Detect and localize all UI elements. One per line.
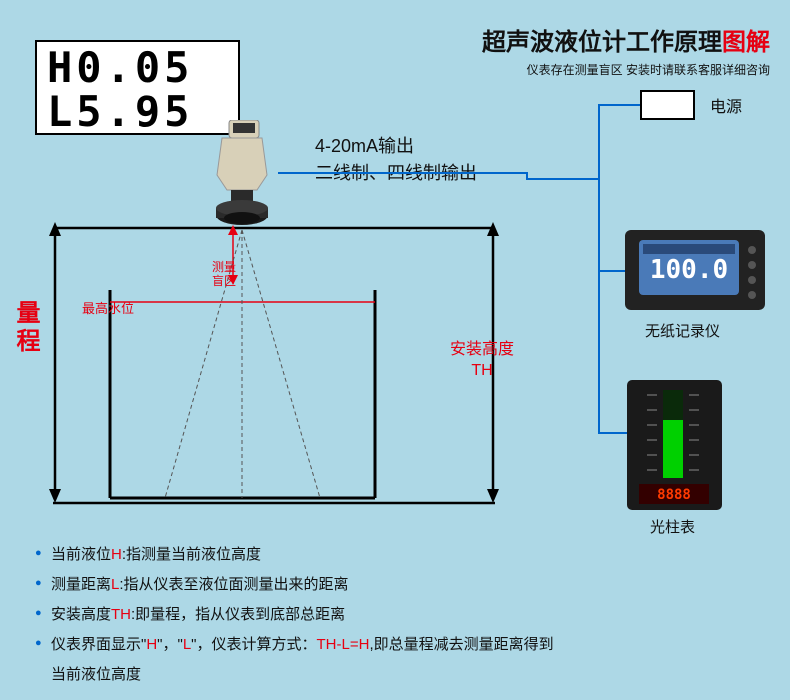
title-prefix: 超声波液位计工作原理	[482, 29, 722, 56]
output-line-1: 4-20mA输出	[315, 133, 477, 160]
wire	[598, 104, 640, 106]
lcd-line-l: L5.95	[47, 90, 228, 134]
wire	[598, 104, 600, 434]
bullet-list: 当前液位H:指测量当前液位高度 测量距离L:指从仪表至液位面测量出来的距离 安装…	[35, 540, 554, 690]
recorder-label: 无纸记录仪	[645, 320, 720, 341]
power-box	[640, 90, 695, 120]
bullet-2: 测量距离L:指从仪表至液位面测量出来的距离	[35, 570, 554, 600]
install-height-label: 安装高度 TH	[450, 340, 514, 382]
wire	[598, 270, 626, 272]
paperless-recorder: 100.0	[625, 230, 765, 320]
power-label: 电源	[710, 93, 742, 117]
range-label: 量程	[8, 300, 43, 356]
max-water-label: 最高水位	[82, 298, 134, 317]
title-subtitle: 仪表存在测量盲区 安装时请联系客服详细咨询	[482, 61, 770, 78]
bullet-4: 仪表界面显示"H"，"L"，仪表计算方式：TH-L=H,即总量程减去测量距离得到…	[35, 630, 554, 690]
title-main: 超声波液位计工作原理图解	[482, 22, 770, 57]
tank-diagram	[35, 220, 485, 500]
wire	[526, 178, 600, 180]
wire	[598, 432, 628, 434]
svg-text:100.0: 100.0	[650, 255, 728, 285]
bar-meter: 8888	[627, 380, 722, 515]
title-block: 超声波液位计工作原理图解 仪表存在测量盲区 安装时请联系客服详细咨询	[482, 22, 770, 78]
lcd-line-h: H0.05	[47, 46, 228, 90]
blind-zone-label: 测量 盲区	[212, 260, 236, 289]
bullet-3: 安装高度TH:即量程，指从仪表到底部总距离	[35, 600, 554, 630]
barmeter-label: 光柱表	[650, 516, 695, 537]
svg-text:8888: 8888	[657, 487, 691, 503]
output-text: 4-20mA输出 二线制、四线制输出	[315, 133, 477, 187]
bullet-1: 当前液位H:指测量当前液位高度	[35, 540, 554, 570]
title-suffix: 图解	[722, 29, 770, 56]
wire	[278, 172, 528, 174]
